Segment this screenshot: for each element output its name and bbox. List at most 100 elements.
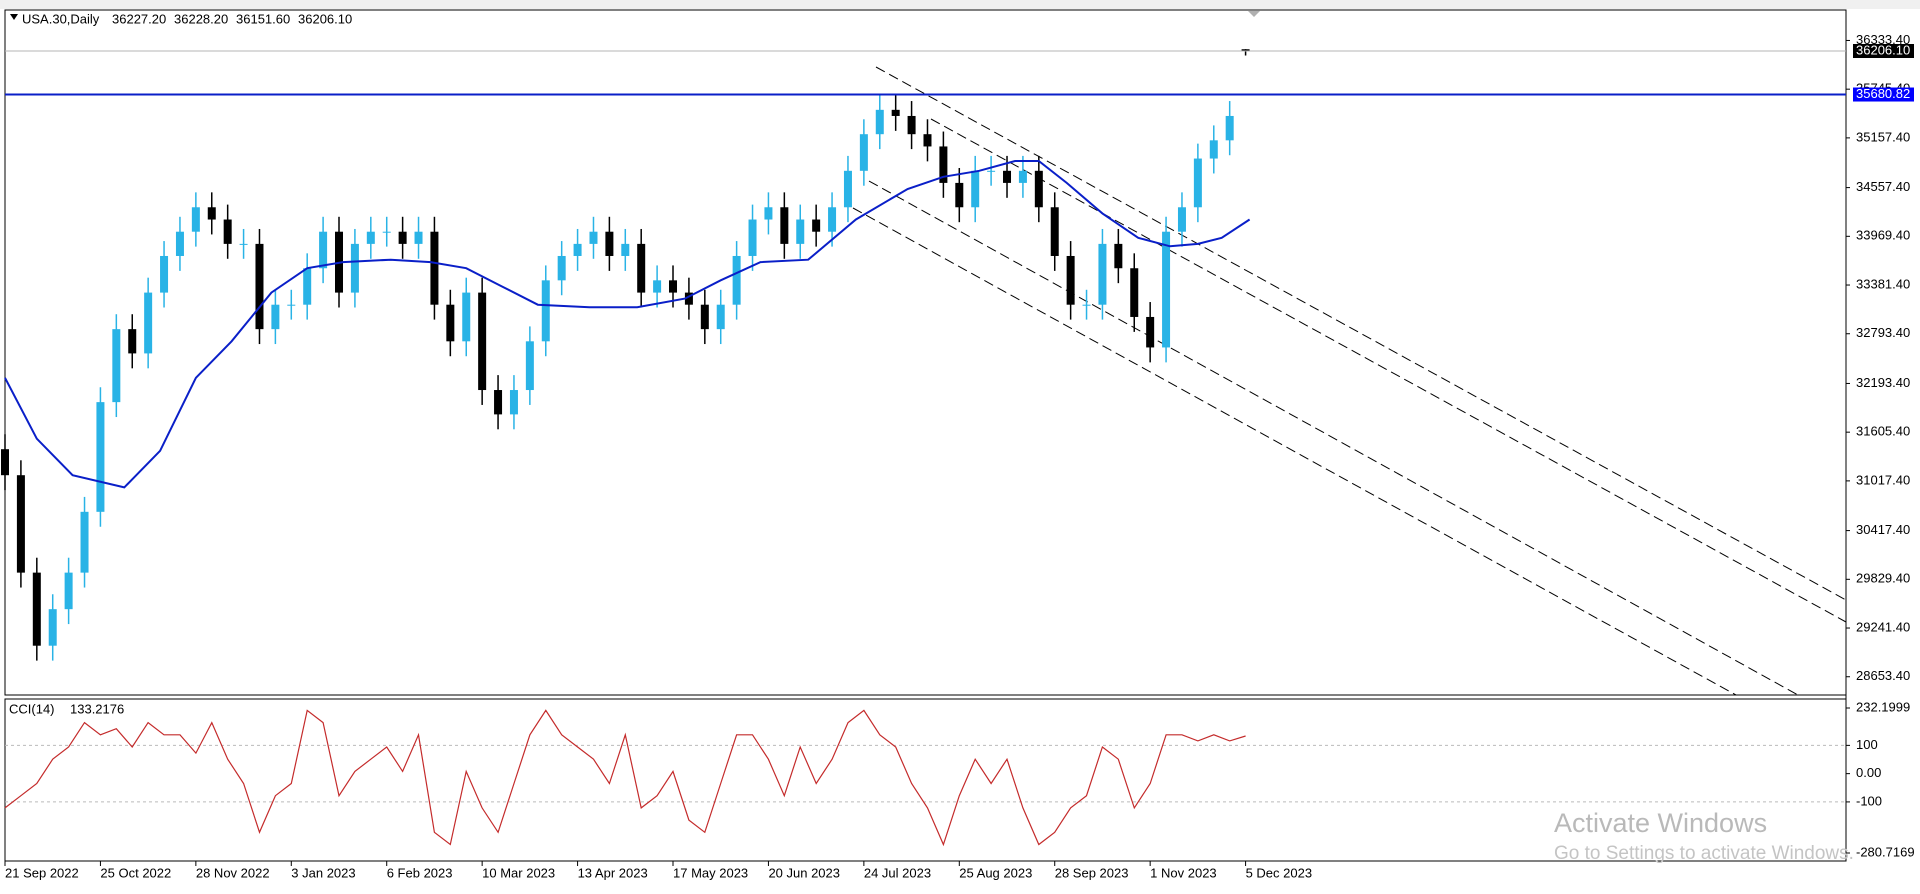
channel-line: [852, 207, 1737, 696]
tab-strip: [0, 0, 1920, 9]
candle-body: [541, 280, 550, 342]
price-box: [1853, 87, 1914, 102]
shift-marker: [1248, 11, 1260, 17]
y-tick-label: -280.7169: [1856, 844, 1915, 859]
candle-body: [1177, 207, 1186, 232]
candle-body: [48, 609, 57, 646]
y-tick-label: 31017.40: [1856, 472, 1910, 487]
candle-body: [875, 109, 884, 135]
candle-body: [907, 115, 916, 135]
candle-body: [621, 243, 630, 256]
candle-body: [175, 231, 184, 256]
x-tick-label: 24 Jul 2023: [864, 865, 931, 880]
candle-body: [1082, 304, 1091, 306]
candle-body: [414, 231, 423, 244]
ohlc-close: 36206.10: [298, 11, 352, 26]
candle-body: [160, 255, 169, 293]
watermark-title: Activate Windows: [1554, 808, 1767, 838]
candle-body: [1146, 316, 1155, 348]
candle-body: [764, 207, 773, 220]
y-tick-label: 36333.40: [1856, 32, 1910, 47]
main-panel: [4, 9, 1847, 696]
moving-average: [4, 160, 1251, 489]
x-tick-label: 21 Sep 2022: [5, 865, 79, 880]
x-tick-label: 1 Nov 2023: [1150, 865, 1217, 880]
candle-body: [891, 109, 900, 116]
candle-body: [605, 231, 614, 256]
y-tick-label: 32193.40: [1856, 375, 1910, 390]
price-box-label: 35680.82: [1856, 86, 1910, 101]
x-tick-label: 10 Mar 2023: [482, 865, 555, 880]
candle-body: [525, 341, 534, 391]
y-tick-label: 0.00: [1856, 765, 1881, 780]
candle-body: [684, 292, 693, 305]
candle-body: [207, 207, 216, 220]
y-tick-label: 29829.40: [1856, 571, 1910, 586]
candle-body: [971, 170, 980, 208]
x-tick-label: 13 Apr 2023: [578, 865, 648, 880]
candle-body: [32, 572, 41, 646]
candle-body: [732, 255, 741, 305]
candle-body: [319, 231, 328, 269]
candle-body: [589, 231, 598, 244]
candle-body: [112, 329, 121, 403]
candle-body: [859, 134, 868, 171]
candle-body: [1, 449, 9, 476]
y-tick-label: 28653.40: [1856, 668, 1910, 683]
x-tick-label: 25 Aug 2023: [959, 865, 1032, 880]
candle-body: [1034, 170, 1043, 208]
candle-body: [350, 243, 359, 293]
candle-body: [653, 280, 662, 293]
ohlc-high: 36228.20: [174, 11, 228, 26]
candle-body: [446, 304, 455, 342]
candle-body: [1225, 115, 1234, 141]
candle-body: [494, 390, 503, 415]
x-tick-label: 3 Jan 2023: [291, 865, 355, 880]
candle-body: [239, 243, 248, 245]
candle-body: [669, 280, 678, 293]
candle-body: [1098, 243, 1107, 305]
collapse-arrow: [10, 14, 18, 20]
y-tick-label: 29241.40: [1856, 619, 1910, 634]
y-tick-label: 35157.40: [1856, 129, 1910, 144]
candle-body: [191, 207, 200, 232]
y-tick-label: 232.1999: [1856, 699, 1910, 714]
candle-body: [1209, 140, 1218, 159]
candle-body: [1130, 268, 1139, 317]
channel-line: [868, 180, 1799, 696]
price-box-label: 36206.10: [1856, 42, 1910, 57]
ohlc-low: 36151.60: [236, 11, 290, 26]
candle-body: [1241, 49, 1250, 52]
candle-body: [748, 219, 757, 256]
y-tick-label: 34557.40: [1856, 179, 1910, 194]
ohlc-open: 36227.20: [112, 11, 166, 26]
candle-body: [478, 292, 487, 391]
cci-title: CCI(14): [9, 701, 55, 716]
candle-body: [1050, 207, 1059, 256]
candle-body: [287, 304, 296, 306]
candle-body: [987, 170, 996, 172]
candle-body: [1003, 170, 1012, 183]
channel-lines: [852, 66, 1847, 696]
candle-body: [223, 219, 232, 244]
y-tick-label: 33381.40: [1856, 276, 1910, 291]
y-tick-label: 30417.40: [1856, 522, 1910, 537]
cci-line: [4, 709, 1246, 847]
x-tick-label: 17 May 2023: [673, 865, 748, 880]
candle-body: [144, 292, 153, 354]
y-tick-label: -100: [1856, 793, 1882, 808]
candle-body: [430, 231, 439, 305]
y-tick-label: 32793.40: [1856, 325, 1910, 340]
candle-body: [462, 292, 471, 342]
candle-body: [700, 304, 709, 330]
y-tick-label: 33969.40: [1856, 228, 1910, 243]
candle-body: [96, 402, 105, 512]
x-tick-label: 5 Dec 2023: [1246, 865, 1313, 880]
y-tick-label: 100: [1856, 737, 1878, 752]
symbol-label: USA.30,Daily: [22, 11, 100, 26]
x-tick-label: 20 Jun 2023: [768, 865, 840, 880]
x-tick-label: 25 Oct 2022: [100, 865, 171, 880]
channel-line: [930, 118, 1847, 623]
candle-body: [1066, 255, 1075, 305]
